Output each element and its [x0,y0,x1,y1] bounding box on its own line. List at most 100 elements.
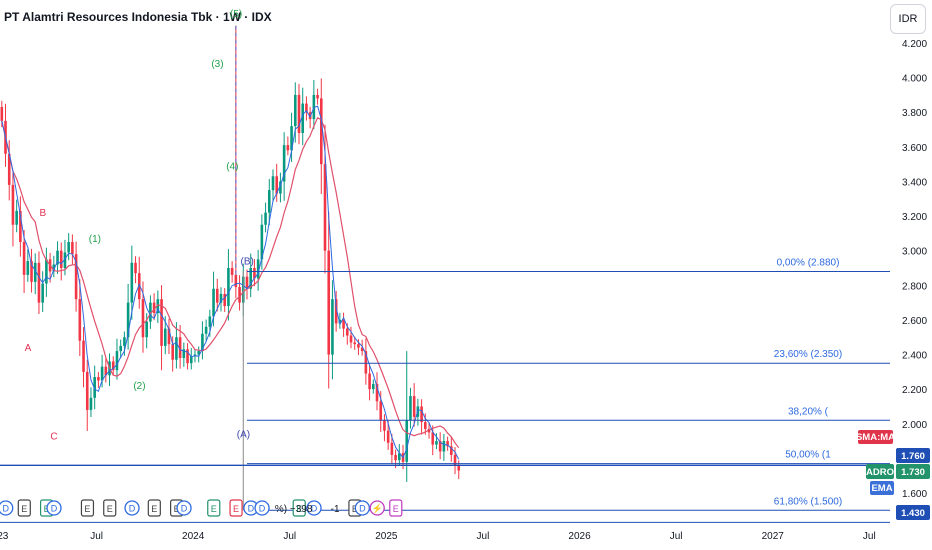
x-tick-label: Jul [283,531,296,542]
x-tick-label: Jul [863,531,876,542]
candle-body [178,337,182,358]
candle-body [11,184,15,225]
candle-body [364,351,368,374]
candle-body [171,344,174,360]
dividend-marker-icon[interactable] [254,500,270,516]
dividend-marker-icon[interactable] [0,500,14,516]
wave-label: C [50,431,57,442]
earnings-marker-icon[interactable] [292,499,306,517]
earnings-marker-icon[interactable] [389,499,403,517]
candle-body [398,453,401,461]
sma-price-badge: 1.760 [901,451,925,462]
candle-body [175,337,178,360]
dividend-marker-icon[interactable] [354,500,371,516]
wave-label: B [40,208,47,219]
candle-body [372,383,375,390]
split-marker-label: ⚡ [372,503,383,515]
earnings-marker-icon[interactable] [103,499,117,517]
fib-level-label: 38,20% ( [788,406,829,417]
candle-body [368,373,371,390]
candle-body [45,259,48,284]
candle-body [71,242,74,255]
candle-body [56,250,59,265]
candle-body [249,268,253,289]
candle-body [197,351,200,355]
candle-body [227,268,230,307]
candle-body [435,441,438,445]
dividend-marker-icon[interactable] [124,500,140,516]
chart-title: PT Alamtri Resources Indonesia Tbk · 1W … [4,10,272,24]
candle-body [409,396,412,421]
candle-body [67,242,70,253]
dividend-marker-label: D [248,504,255,514]
candle-body [412,396,416,417]
candle-body [230,268,234,275]
candle-body [293,94,297,127]
wave-label: (1) [89,234,101,245]
candle-body [405,420,409,462]
dividend-marker-icon[interactable] [46,500,62,516]
split-marker-icon[interactable] [369,500,385,516]
x-tick-label: Jul [670,531,683,542]
y-tick-label: 4.200 [902,39,927,50]
candle-body [286,145,290,151]
candle-body [33,262,37,282]
candle-body [279,181,282,194]
earnings-marker-label: E [211,504,217,514]
candle-body [208,316,212,327]
candle-body [160,299,163,346]
candle-body [301,103,305,133]
y-tick-label: 4.000 [902,74,927,85]
candle-body [115,351,119,371]
earnings-marker-label: E [393,504,399,514]
candle-body [100,366,104,381]
y-tick-label: 2.200 [902,385,927,396]
earnings-marker-icon[interactable] [17,499,31,517]
currency-button[interactable]: IDR [890,4,926,34]
dividend-marker-label: D [359,504,366,514]
earnings-marker-icon[interactable] [80,499,95,517]
earnings-marker-label: E [107,504,113,514]
symbol-badge-bg [866,464,894,479]
candle-body [323,164,327,251]
earnings-marker-label: E [233,504,239,514]
candle-body [30,261,33,282]
candle-body [305,103,308,113]
dividend-marker-icon[interactable] [306,500,322,516]
events-row-text: -1 [331,504,340,515]
candle-body [63,252,67,268]
candle-body [431,432,435,445]
earnings-marker-icon[interactable] [229,499,243,517]
candle-body [353,342,357,345]
dividend-marker-icon[interactable] [176,500,192,516]
candle-body [22,242,26,275]
candle-body [316,94,319,99]
ema-badge-bg [870,481,894,495]
candle-body [201,333,204,352]
candle-body [156,299,160,313]
candle-body [223,293,226,307]
candle-body [97,377,100,381]
candle-body [41,283,44,303]
dividend-marker-label: D [259,504,266,514]
candle-body [204,326,208,334]
candle-body [74,254,78,300]
dividend-marker-label: D [311,504,318,514]
candle-body [264,212,267,225]
earnings-marker-icon[interactable] [207,499,221,517]
level-price-badge: 1.430 [901,508,925,519]
ema-line [1,105,460,460]
wave-label: A [25,343,32,354]
candle-body [145,321,148,338]
wave-label: (2) [133,381,145,392]
candle-body [37,262,41,303]
candle-body [438,441,442,452]
candle-body [424,422,427,429]
candle-body [453,454,457,466]
earnings-marker-icon[interactable] [147,499,161,517]
fib-level-label: 0,00% (2.880) [777,257,840,268]
candle-body [349,335,353,343]
candle-body [149,302,152,322]
candle-body [186,349,189,364]
